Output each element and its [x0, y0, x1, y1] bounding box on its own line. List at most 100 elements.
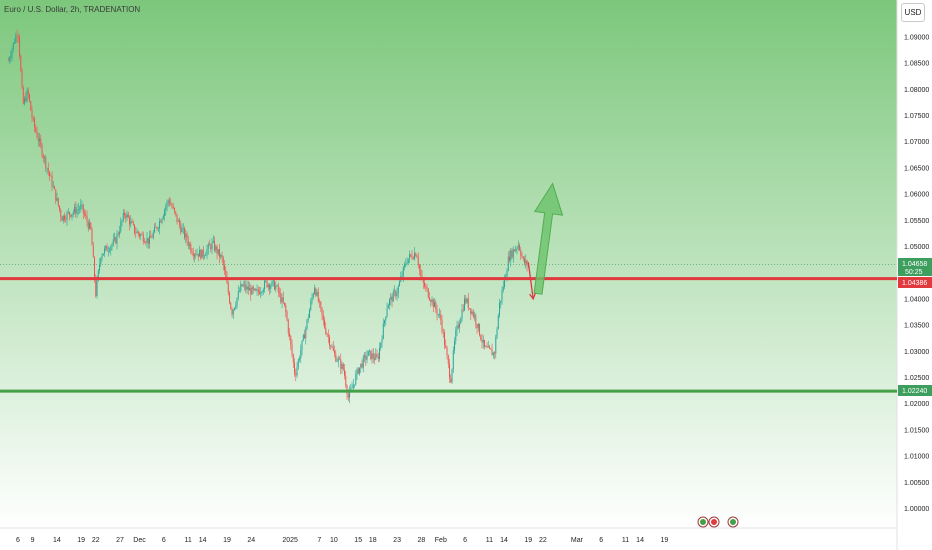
candle-body [55, 189, 57, 201]
candle-body [182, 228, 184, 229]
candle-body [247, 286, 249, 291]
candle-body [315, 288, 317, 296]
candle-body [426, 286, 428, 289]
candle-body [86, 215, 88, 222]
candle-body [324, 319, 326, 328]
x-tick-label: Dec [133, 537, 146, 544]
candle-body [262, 289, 264, 292]
x-tick-label: 19 [223, 537, 231, 544]
candle-body [190, 244, 192, 252]
candle-body [35, 127, 37, 132]
candle-body [61, 216, 63, 221]
candle-body [29, 94, 31, 102]
current-price-label: 1.04658 [902, 261, 927, 268]
candle-body [326, 333, 328, 335]
candle-body [321, 307, 323, 315]
symbol-title[interactable]: Euro / U.S. Dollar, 2h, TRADENATION [4, 5, 141, 14]
candle-body [50, 175, 52, 177]
candle-body [194, 254, 196, 257]
candle-body [42, 155, 44, 159]
candle-body [261, 291, 263, 293]
candle-body [202, 249, 204, 257]
currency-button[interactable]: USD [901, 3, 925, 22]
candle-body [271, 281, 273, 286]
candle-body [24, 97, 26, 104]
candle-body [440, 314, 442, 320]
candle-body [300, 350, 302, 359]
candle-body [434, 302, 436, 308]
candle-body [54, 186, 56, 190]
candle-body [59, 205, 61, 211]
candle-body [452, 350, 454, 370]
candle-body [302, 334, 304, 341]
candle-body [132, 222, 134, 225]
candle-body [372, 353, 374, 359]
resistance-price-tag [898, 277, 932, 288]
candle-body [36, 131, 38, 138]
candle-body [94, 257, 96, 279]
candle-body [251, 286, 253, 295]
candle-body [39, 138, 41, 142]
candle-body [179, 220, 181, 226]
candle-body [191, 251, 193, 254]
candle-body [135, 232, 137, 234]
candle-body [200, 250, 202, 259]
bearish-arrow [527, 262, 534, 299]
candle-body [404, 264, 406, 268]
candle-body [414, 253, 416, 259]
candle-body [81, 204, 83, 206]
candle-body [520, 250, 522, 256]
candle-body [82, 204, 84, 213]
candle-body [10, 56, 12, 59]
candle-body [30, 101, 32, 111]
candle-body [174, 207, 176, 212]
economic-event-icon-inner [711, 519, 717, 525]
candle-body [382, 323, 384, 339]
candle-body [269, 284, 271, 289]
candle-body [22, 87, 24, 104]
candle-body [64, 215, 66, 220]
candle-body [44, 157, 46, 159]
candle-body [280, 292, 282, 303]
candle-body [465, 298, 467, 303]
event-markers[interactable] [697, 516, 739, 528]
candle-body [235, 305, 237, 308]
x-tick-label: 18 [369, 537, 377, 544]
x-tick-label: 14 [500, 537, 508, 544]
candle-body [475, 315, 477, 324]
candle-body [40, 138, 42, 145]
candle-body [477, 323, 479, 329]
y-tick-label: 1.07500 [904, 113, 929, 120]
candle-body [332, 346, 334, 351]
x-tick-label: 6 [463, 537, 467, 544]
x-tick-label: 11 [622, 537, 629, 544]
candle-body [297, 359, 299, 368]
candle-body [256, 289, 258, 291]
candle-body [345, 375, 347, 386]
candle-body [187, 240, 189, 246]
candle-body [167, 200, 169, 202]
candle-body [96, 279, 98, 297]
candle-body [519, 245, 521, 251]
candle-body [180, 225, 182, 233]
candle-body [19, 36, 21, 56]
candle-body [60, 210, 62, 217]
candle-body [125, 215, 127, 218]
candle-body [156, 227, 158, 229]
time-axis[interactable]: 6 9 14 19 22 27 Dec 6 11 14 19 24 2025 7 10 15 18 23 28 Feb… [16, 537, 668, 544]
candle-body [525, 260, 527, 264]
candle-body [515, 248, 517, 252]
candle-body [494, 352, 496, 354]
candle-body [196, 253, 198, 255]
candle-body [250, 288, 252, 295]
candle-body [87, 221, 89, 229]
candle-body [309, 309, 311, 318]
price-axis[interactable]: 1.09000 1.08500 1.08000 1.07500 1.07000 1.065… [904, 34, 929, 513]
candle-body [102, 253, 104, 256]
candle-body [72, 212, 74, 214]
candle-body [385, 316, 387, 321]
candle-body [222, 257, 224, 266]
candle-body [325, 327, 327, 334]
